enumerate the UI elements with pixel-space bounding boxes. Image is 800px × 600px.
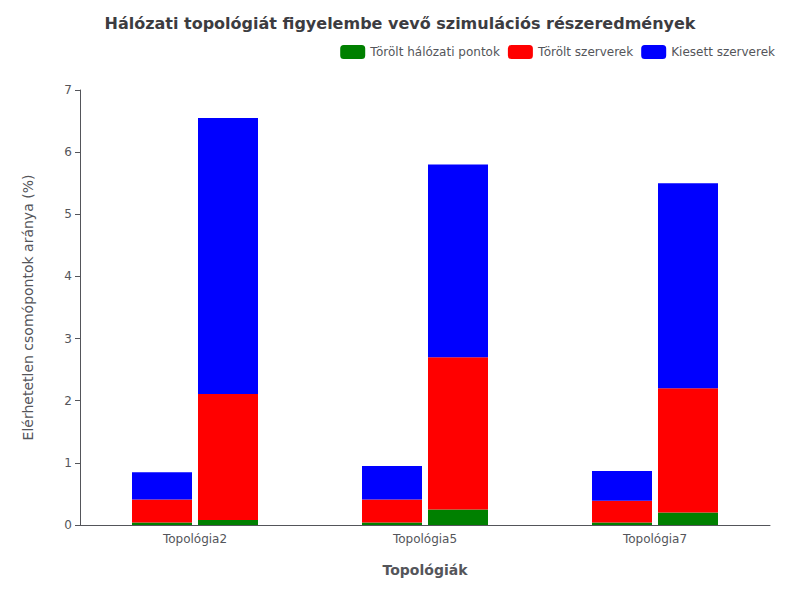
svg-text:Topológia5: Topológia5: [392, 532, 457, 546]
svg-text:Hálózati topológiát figyelembe: Hálózati topológiát figyelembe vevő szim…: [105, 14, 696, 33]
svg-text:Kiesett szerverek: Kiesett szerverek: [671, 45, 775, 59]
svg-text:7: 7: [64, 83, 72, 97]
svg-text:5: 5: [64, 207, 72, 221]
svg-text:Topológia7: Topológia7: [622, 532, 687, 546]
svg-text:3: 3: [64, 332, 72, 346]
svg-text:6: 6: [64, 145, 72, 159]
svg-text:2: 2: [64, 394, 72, 408]
svg-text:Topológia2: Topológia2: [162, 532, 227, 546]
svg-text:Topológiák: Topológiák: [383, 562, 469, 578]
svg-text:0: 0: [64, 518, 72, 532]
svg-text:Elérhetetlen csomópontok arány: Elérhetetlen csomópontok aránya (%): [20, 175, 36, 441]
svg-text:4: 4: [64, 269, 72, 283]
svg-text:Törölt szerverek: Törölt szerverek: [537, 45, 633, 59]
svg-text:1: 1: [64, 456, 72, 470]
svg-text:Törölt hálózati pontok: Törölt hálózati pontok: [369, 45, 500, 59]
